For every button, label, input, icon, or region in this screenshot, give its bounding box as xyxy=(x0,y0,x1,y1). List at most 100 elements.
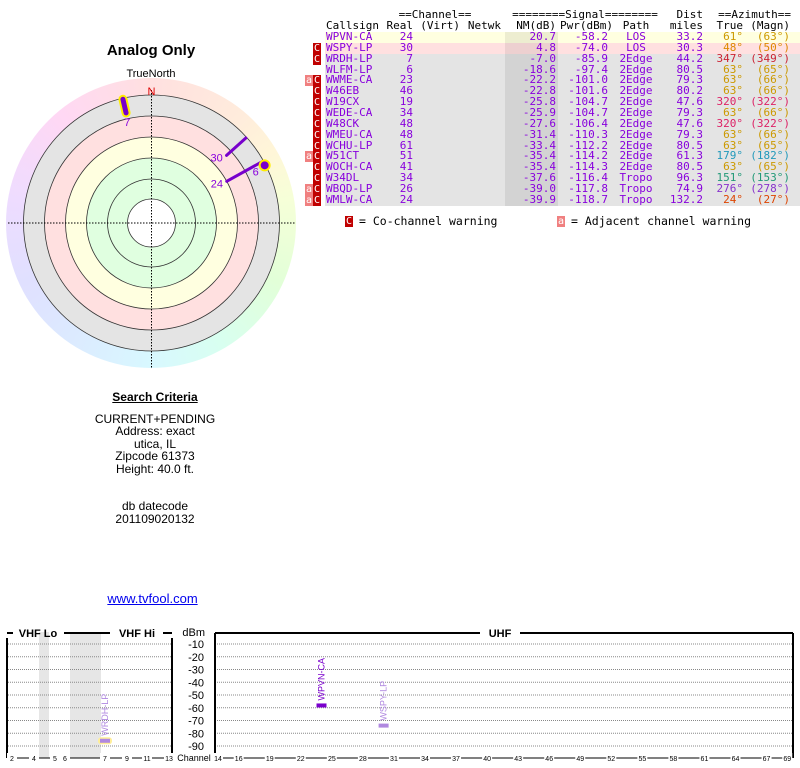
cell-dist: 80.5 xyxy=(676,160,704,174)
cell-nm: -25.9 xyxy=(522,105,556,119)
uhf-tick-label: 67 xyxy=(763,756,771,763)
signal-marker-WSPY-LP xyxy=(378,723,389,728)
tick-bg xyxy=(357,753,368,762)
tick-bg xyxy=(637,753,648,762)
tvfool-link[interactable]: www.tvfool.com xyxy=(107,591,198,606)
criteria-line: Height: 40.0 ft. xyxy=(115,461,195,476)
station-marker-ch6 xyxy=(258,159,271,172)
uhf-tick-label: 28 xyxy=(359,756,367,763)
tick-bg xyxy=(544,753,555,762)
table-row[interactable]: WEDE-CA 34 -25.9 -104.7 2Edge 79.3 63° (66°) xyxy=(325,105,800,120)
polar-title: Analog Only xyxy=(106,42,196,59)
cell-dist: 44.2 xyxy=(676,51,704,65)
table-row[interactable]: W46EB 46 -22.8 -101.6 2Edge 80.2 63° (66°) xyxy=(325,84,800,99)
adjacent-channel-warning-badge: a xyxy=(305,194,313,206)
nm-column-shade xyxy=(505,173,558,185)
signal-marker-label: WSPY-LP xyxy=(379,681,389,721)
uhf-frame xyxy=(214,632,794,758)
cell-callsign: W19CX xyxy=(326,95,360,109)
cell-real: 34 xyxy=(399,171,413,185)
criteria-line: CURRENT+PENDING xyxy=(94,411,216,426)
adjacent-channel-warning-badge: a xyxy=(305,75,313,87)
co-channel-warning-badge: C xyxy=(313,129,321,141)
cell-callsign: WMLW-CA xyxy=(326,192,373,206)
table-row[interactable]: WMEU-CA 48 -31.4 -110.3 2Edge 79.3 63° (66°) xyxy=(325,127,800,142)
cell-real: 34 xyxy=(399,105,413,119)
vhf-hi-label: VHF Hi xyxy=(119,628,155,640)
criteria-line: utica, IL xyxy=(133,436,177,451)
station-marker-ch24 xyxy=(225,159,265,183)
uhf-tick-label: 64 xyxy=(732,756,740,763)
station-label: 24 xyxy=(211,178,223,190)
cell-callsign: WBQD-LP xyxy=(326,181,373,195)
nm-column-shade xyxy=(505,107,558,119)
co-channel-warning-badge: C xyxy=(313,162,321,174)
cell-callsign: WEDE-CA xyxy=(326,105,373,119)
cell-magn: (322°) xyxy=(750,95,790,109)
cell-pwr: -117.8 xyxy=(568,181,608,195)
search-criteria-heading: Search Criteria xyxy=(112,390,198,404)
nm-column-shade xyxy=(505,32,558,43)
tick-bg xyxy=(575,753,586,762)
uhf-tick-label: 52 xyxy=(607,756,615,763)
cell-path: 2Edge xyxy=(619,62,653,76)
cell-true: 48° xyxy=(723,40,743,54)
vhf-tick-label: 13 xyxy=(165,756,173,763)
cell-callsign: WSPY-LP xyxy=(326,40,373,54)
table-row[interactable]: WBQD-LP 26 -39.0 -117.8 Tropo 74.9 276° (278°) xyxy=(325,181,800,196)
true-north-label: TrueNorth xyxy=(126,68,176,80)
tick-bg xyxy=(264,753,275,762)
cell-path: 2Edge xyxy=(619,84,653,98)
db-datecode: db datecode 201109020132 xyxy=(0,500,310,526)
cell-true: 63° xyxy=(723,105,743,119)
uhf-tick-label: 46 xyxy=(545,756,553,763)
signal-marker-label: WPVN-CA xyxy=(317,658,327,701)
cell-real: 48 xyxy=(399,116,413,130)
column-header-pwr: Pwr(dBm) xyxy=(560,19,613,32)
cell-real: 30 xyxy=(399,40,413,54)
cell-nm: 4.8 xyxy=(536,40,556,54)
uhf-tick-label: 16 xyxy=(235,756,243,763)
cell-magn: (182°) xyxy=(750,149,790,163)
co-channel-warning-badge: C xyxy=(313,107,321,119)
spectrum-chart: -10-20-30-40-50-60-70-80-90 dBm VHF Lo VHF … xyxy=(6,627,794,763)
nm-column-shade xyxy=(505,194,558,206)
vhf-tick-label: 9 xyxy=(125,756,129,763)
cell-pwr: -58.2 xyxy=(574,30,608,43)
uhf-tick-label: 22 xyxy=(297,756,305,763)
azimuth-group-header: ==Azimuth== xyxy=(718,8,791,21)
table-row[interactable]: WWME-CA 23 -22.2 -101.0 2Edge 79.3 63° (66°) xyxy=(325,73,800,88)
tick-bg xyxy=(164,753,174,762)
cell-pwr: -104.7 xyxy=(568,105,608,119)
cell-magn: (278°) xyxy=(750,181,790,195)
y-tick-label: -50 xyxy=(188,690,204,702)
uhf-tick-label: 69 xyxy=(783,756,791,763)
cell-dist: 80.5 xyxy=(676,62,704,76)
vhf-tick-label: 4 xyxy=(32,756,36,763)
co-channel-badge: C xyxy=(345,216,353,227)
tick-bg xyxy=(100,753,110,762)
y-tick-label: -40 xyxy=(188,677,204,689)
column-header-dist: miles xyxy=(669,19,703,32)
nm-column-shade xyxy=(505,42,558,54)
cell-pwr: -74.0 xyxy=(574,40,608,54)
cell-true: 320° xyxy=(716,116,744,130)
co-channel-warning-badge: C xyxy=(313,140,321,152)
tick-bg xyxy=(668,753,679,762)
table-row[interactable]: WSPY-LP 30 4.8 -74.0 LOS 30.3 48° (50°) xyxy=(325,40,800,55)
uhf-tick-label: 14 xyxy=(214,756,222,763)
cell-pwr: -112.2 xyxy=(568,138,608,152)
cell-nm: -22.2 xyxy=(522,73,556,87)
table-row[interactable]: WCHU-LP 61 -33.4 -112.2 2Edge 80.5 63° (65°) xyxy=(325,138,800,153)
cell-true: 63° xyxy=(723,127,743,141)
co-channel-warning-badge: C xyxy=(313,183,321,195)
cell-callsign: WCHU-LP xyxy=(326,138,373,152)
y-tick-label: -20 xyxy=(188,652,204,664)
cell-callsign: W46EB xyxy=(326,84,360,98)
cell-pwr: -118.7 xyxy=(568,192,608,206)
table-row[interactable]: WOCH-CA 41 -35.4 -114.3 2Edge 80.5 63° (65°) xyxy=(325,160,800,175)
cell-path: Tropo xyxy=(619,192,653,206)
column-header-real: Real xyxy=(386,19,414,32)
table-row[interactable]: WMLW-CA 24 -39.9 -118.7 Tropo 132.2 24° (27°) xyxy=(325,192,800,207)
column-header-true: True xyxy=(716,19,744,32)
